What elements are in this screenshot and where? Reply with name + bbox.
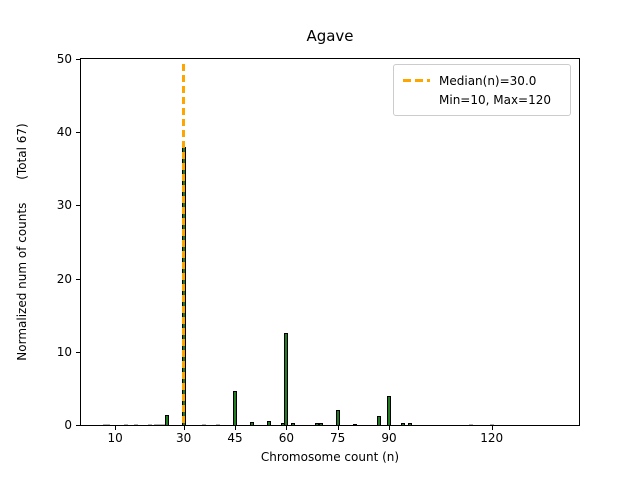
y-tick-label: 50 bbox=[56, 52, 72, 66]
legend-label: Median(n)=30.0 bbox=[439, 73, 537, 88]
bar-n-45 bbox=[233, 391, 237, 425]
bar-n-114 bbox=[469, 424, 474, 425]
y-tick bbox=[76, 132, 80, 134]
x-tick-label: 10 bbox=[107, 431, 123, 445]
chart-title: Agave bbox=[306, 27, 354, 45]
bar-n-90 bbox=[387, 396, 391, 425]
x-tick bbox=[235, 426, 236, 430]
y-tick bbox=[76, 59, 80, 60]
y-axis-label: Normalized num of counts (Total 67) bbox=[15, 123, 29, 361]
bar-n-8 bbox=[106, 424, 111, 425]
median-line bbox=[182, 64, 186, 425]
x-tick-label: 90 bbox=[381, 431, 397, 445]
bar-n-20 bbox=[147, 424, 152, 425]
y-tick bbox=[76, 351, 80, 353]
x-tick-label: 30 bbox=[176, 431, 192, 445]
x-tick-label: 120 bbox=[480, 431, 504, 445]
bar-n-96 bbox=[407, 423, 412, 425]
bar-n-70 bbox=[318, 423, 323, 425]
x-tick bbox=[183, 426, 185, 430]
bar-n-23 bbox=[157, 424, 162, 425]
bar-n-36 bbox=[202, 424, 207, 425]
bar-n-87 bbox=[376, 416, 381, 425]
bar-n-24 bbox=[161, 424, 166, 425]
bar-n-7 bbox=[103, 424, 107, 425]
x-axis-label: Chromosome count (n) bbox=[260, 450, 400, 464]
bar-n-55 bbox=[267, 421, 272, 425]
y-tick bbox=[76, 205, 80, 207]
bar-n-50 bbox=[250, 422, 255, 425]
y-tick-label: 40 bbox=[56, 125, 72, 140]
bar-n-22 bbox=[154, 424, 159, 425]
legend-item-median: Median(n)=30.0 bbox=[403, 71, 561, 90]
legend-label: Min=10, Max=120 bbox=[439, 92, 552, 107]
x-tick bbox=[286, 426, 288, 430]
x-tick bbox=[491, 426, 493, 430]
bar-n-75 bbox=[335, 410, 340, 425]
y-tick-label: 10 bbox=[56, 344, 72, 359]
plot-area bbox=[80, 58, 580, 426]
y-tick-label: 20 bbox=[56, 271, 72, 286]
bar-n-25 bbox=[164, 415, 169, 425]
bar-n-40 bbox=[215, 424, 220, 425]
bar-n-62 bbox=[291, 423, 296, 425]
x-tick-label: 45 bbox=[227, 431, 243, 445]
bar-n-94 bbox=[400, 423, 405, 425]
bar-n-60 bbox=[284, 333, 289, 425]
x-tick bbox=[389, 426, 390, 430]
y-tick bbox=[76, 425, 80, 426]
y-tick-label: 30 bbox=[56, 198, 72, 213]
blank-swatch bbox=[403, 98, 430, 101]
bar-n-80 bbox=[352, 424, 357, 425]
legend: Median(n)=30.0 Min=10, Max=120 bbox=[393, 64, 571, 116]
bar-n-13 bbox=[123, 424, 128, 425]
bar-n-120 bbox=[489, 424, 494, 425]
y-tick bbox=[76, 278, 80, 280]
median-dashed-line-swatch bbox=[403, 79, 430, 82]
x-tick-label: 75 bbox=[330, 431, 346, 445]
y-tick-label: 0 bbox=[64, 418, 72, 432]
legend-item-minmax: Min=10, Max=120 bbox=[403, 90, 561, 109]
bar-n-16 bbox=[133, 424, 138, 425]
x-tick bbox=[115, 426, 117, 430]
x-tick bbox=[337, 426, 339, 430]
x-tick-label: 60 bbox=[278, 431, 295, 445]
